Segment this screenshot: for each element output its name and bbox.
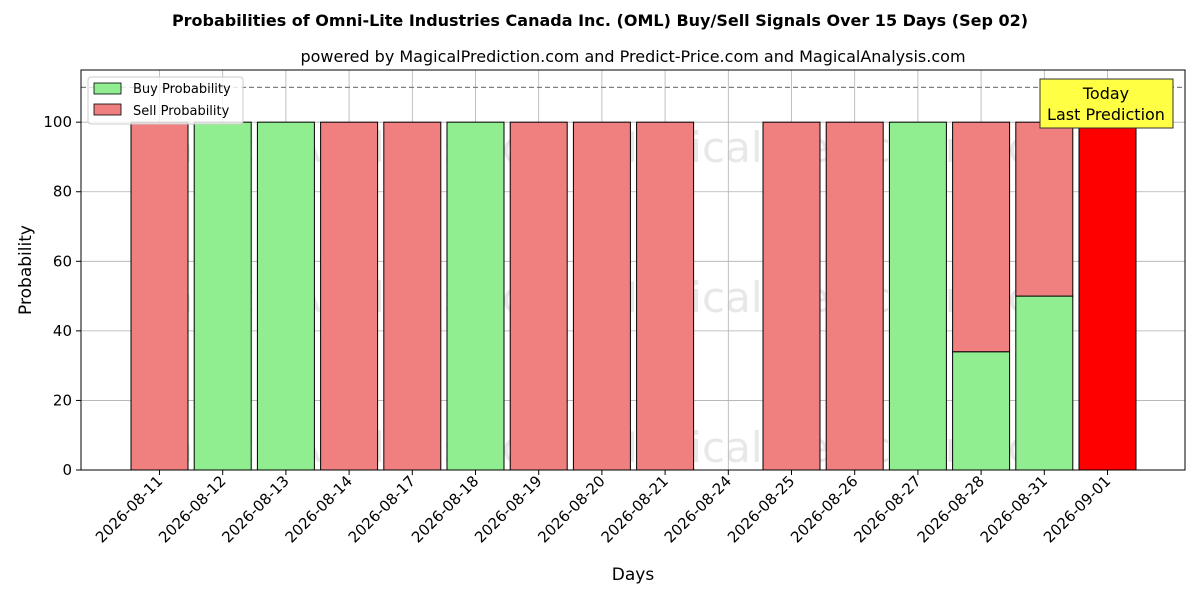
bar-buy-2026-08-31 [1015, 295, 1074, 471]
bar-sell-2026-08-17 [383, 121, 442, 471]
x-tick-label: 2026-08-14 [282, 472, 356, 546]
annotation-line-1: Today [1082, 84, 1129, 103]
legend-buy-swatch [93, 82, 122, 95]
bar-sell-2026-08-19 [509, 121, 568, 471]
legend-sell-label: Sell Probability [133, 104, 230, 119]
legend: Buy Probability Sell Probability [87, 76, 244, 125]
bar-sell-2026-09-01 [1078, 121, 1137, 471]
y-axis: 0 20 40 60 80 100 [43, 113, 81, 479]
bar-sell-2026-08-28 [952, 121, 1011, 353]
plot-frame [80, 69, 1186, 471]
bar-buy-2026-08-13 [256, 121, 315, 471]
legend-box [87, 76, 244, 125]
today-annotation: Today Last Prediction [1039, 78, 1174, 129]
x-tick-label: 2026-08-28 [914, 472, 988, 546]
x-tick-label: 2026-08-20 [534, 472, 608, 546]
bar-buy-2026-08-28 [952, 351, 1011, 471]
y-tick-label: 40 [53, 322, 72, 340]
y-tick-label: 60 [53, 252, 72, 270]
x-tick-label: 2026-08-19 [471, 472, 545, 546]
bar-sell-2026-08-20 [572, 121, 631, 471]
y-tick-label: 80 [53, 183, 72, 201]
x-tick-label: 2026-08-25 [724, 472, 798, 546]
x-tick-label: 2026-09-01 [1040, 472, 1114, 546]
bar-buy-2026-08-18 [446, 121, 505, 471]
x-tick-label: 2026-08-24 [661, 472, 735, 546]
annotation-box [1039, 78, 1174, 129]
y-tick-label: 100 [43, 113, 72, 131]
bar-buy-2026-08-12 [193, 121, 252, 471]
bar-sell-2026-08-26 [825, 121, 884, 471]
bar-sell-2026-08-11 [130, 121, 189, 471]
annotation-line-2: Last Prediction [1047, 105, 1165, 124]
x-axis: 2026-08-112026-08-122026-08-132026-08-14… [92, 470, 1114, 546]
bars [130, 121, 1137, 471]
x-tick-label: 2026-08-27 [850, 472, 924, 546]
y-axis-label: Probability [16, 225, 36, 315]
x-tick-label: 2026-08-12 [155, 472, 229, 546]
x-tick-label: 2026-08-13 [218, 472, 292, 546]
legend-sell-swatch [93, 103, 122, 116]
x-axis-label: Days [612, 565, 655, 585]
x-tick-label: 2026-08-11 [92, 472, 166, 546]
chart-subtitle: powered by MagicalPrediction.com and Pre… [300, 47, 965, 66]
x-tick-label: 2026-08-26 [787, 472, 861, 546]
bar-sell-2026-08-14 [320, 121, 379, 471]
bar-sell-2026-08-21 [636, 121, 695, 471]
bar-sell-2026-08-31 [1015, 121, 1074, 297]
bar-sell-2026-08-25 [762, 121, 821, 471]
legend-buy-label: Buy Probability [133, 82, 231, 97]
x-tick-label: 2026-08-17 [345, 472, 419, 546]
y-tick-label: 20 [53, 391, 72, 409]
x-tick-label: 2026-08-18 [408, 472, 482, 546]
chart-title: Probabilities of Omni-Lite Industries Ca… [172, 11, 1028, 30]
x-tick-label: 2026-08-21 [598, 472, 672, 546]
y-tick-label: 0 [62, 461, 72, 479]
x-tick-label: 2026-08-31 [977, 472, 1051, 546]
bar-buy-2026-08-27 [888, 121, 947, 471]
